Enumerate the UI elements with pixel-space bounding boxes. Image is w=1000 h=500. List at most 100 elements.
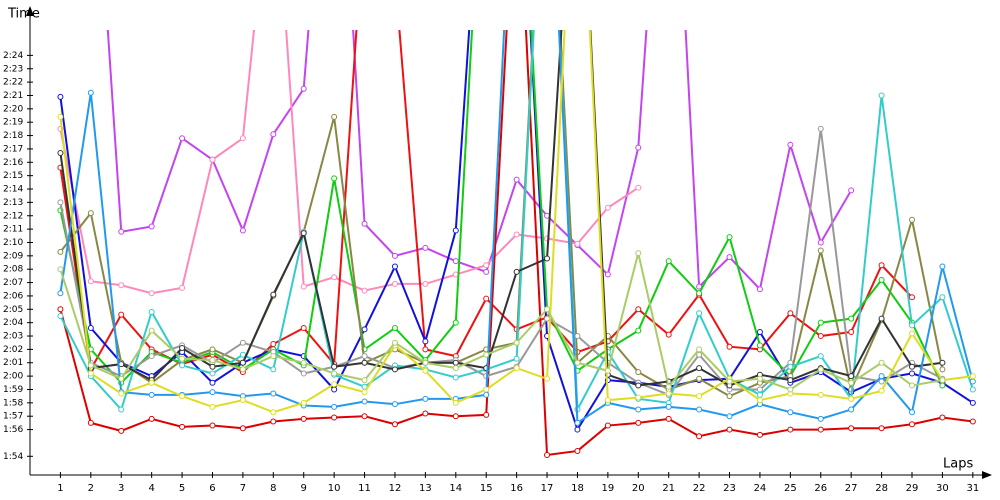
y-tick-label: 2:21 [3, 91, 23, 101]
y-tick-label: 2:01 [3, 358, 23, 368]
point [87, 362, 94, 369]
point [331, 175, 338, 182]
point [909, 294, 916, 301]
point [179, 284, 186, 291]
y-tick-label: 2:19 [3, 118, 23, 128]
point [452, 399, 459, 406]
point [817, 366, 824, 373]
point [665, 383, 672, 390]
point [118, 282, 125, 289]
point [300, 399, 307, 406]
point [239, 135, 246, 142]
point [87, 89, 94, 96]
point [452, 227, 459, 234]
point [878, 373, 885, 380]
y-tick-label: 2:20 [3, 104, 23, 114]
series-line [59, 30, 943, 387]
point [696, 393, 703, 400]
y-tick-label: 2:23 [3, 64, 23, 74]
point [179, 393, 186, 400]
point [483, 351, 490, 358]
y-tick-label: 1:59 [3, 385, 23, 395]
point [391, 252, 398, 259]
point [848, 373, 855, 380]
point [361, 413, 368, 420]
y-tick-label: 1:58 [3, 398, 23, 408]
point [878, 92, 885, 99]
point [756, 329, 763, 336]
point [848, 187, 855, 194]
point [179, 423, 186, 430]
point [574, 447, 581, 454]
x-tick-label: 25 [784, 483, 797, 494]
point [939, 359, 946, 366]
point [483, 411, 490, 418]
point [787, 409, 794, 416]
point [604, 422, 611, 429]
point [665, 258, 672, 265]
point [391, 263, 398, 270]
point [878, 262, 885, 269]
x-tick-label: 22 [693, 483, 706, 494]
point [422, 346, 429, 353]
y-tick-label: 2:08 [3, 265, 23, 275]
point [452, 258, 459, 265]
point [696, 365, 703, 372]
series-line [106, 30, 853, 292]
point [422, 410, 429, 417]
point [939, 294, 946, 301]
point [331, 414, 338, 421]
point [787, 377, 794, 384]
y-tick-label: 2:15 [3, 171, 23, 181]
point [848, 395, 855, 402]
point [635, 250, 642, 257]
point [452, 365, 459, 372]
point [57, 312, 64, 319]
x-tick-label: 31 [966, 483, 979, 494]
point [787, 426, 794, 433]
point [300, 370, 307, 377]
point [939, 263, 946, 270]
x-tick-label: 17 [541, 483, 554, 494]
point [483, 386, 490, 393]
point [270, 409, 277, 416]
point [452, 374, 459, 381]
x-tick-label: 23 [723, 483, 736, 494]
point [239, 339, 246, 346]
point [817, 426, 824, 433]
point [878, 425, 885, 432]
point [300, 359, 307, 366]
point [118, 390, 125, 397]
y-tick-label: 1:56 [3, 425, 23, 435]
point [726, 254, 733, 261]
point [361, 287, 368, 294]
y-tick-label: 2:14 [3, 185, 23, 195]
point [848, 425, 855, 432]
point [331, 403, 338, 410]
point [513, 176, 520, 183]
x-tick-label: 6 [209, 483, 215, 494]
y-tick-label: 2:17 [3, 144, 23, 154]
point [817, 247, 824, 254]
point [513, 268, 520, 275]
point [209, 403, 216, 410]
point [87, 325, 94, 332]
x-tick-label: 29 [906, 483, 919, 494]
x-tick-label: 12 [389, 483, 402, 494]
series-line [59, 30, 974, 414]
y-tick-label: 2:11 [3, 225, 23, 235]
point [331, 113, 338, 120]
point [148, 223, 155, 230]
point [544, 315, 551, 322]
y-tick-label: 2:22 [3, 78, 23, 88]
point [209, 389, 216, 396]
x-tick-label: 1 [57, 483, 63, 494]
point [300, 230, 307, 237]
point [635, 406, 642, 413]
point [118, 427, 125, 434]
point [148, 290, 155, 297]
point [300, 415, 307, 422]
point [118, 311, 125, 318]
point [969, 418, 976, 425]
x-tick-label: 8 [270, 483, 276, 494]
